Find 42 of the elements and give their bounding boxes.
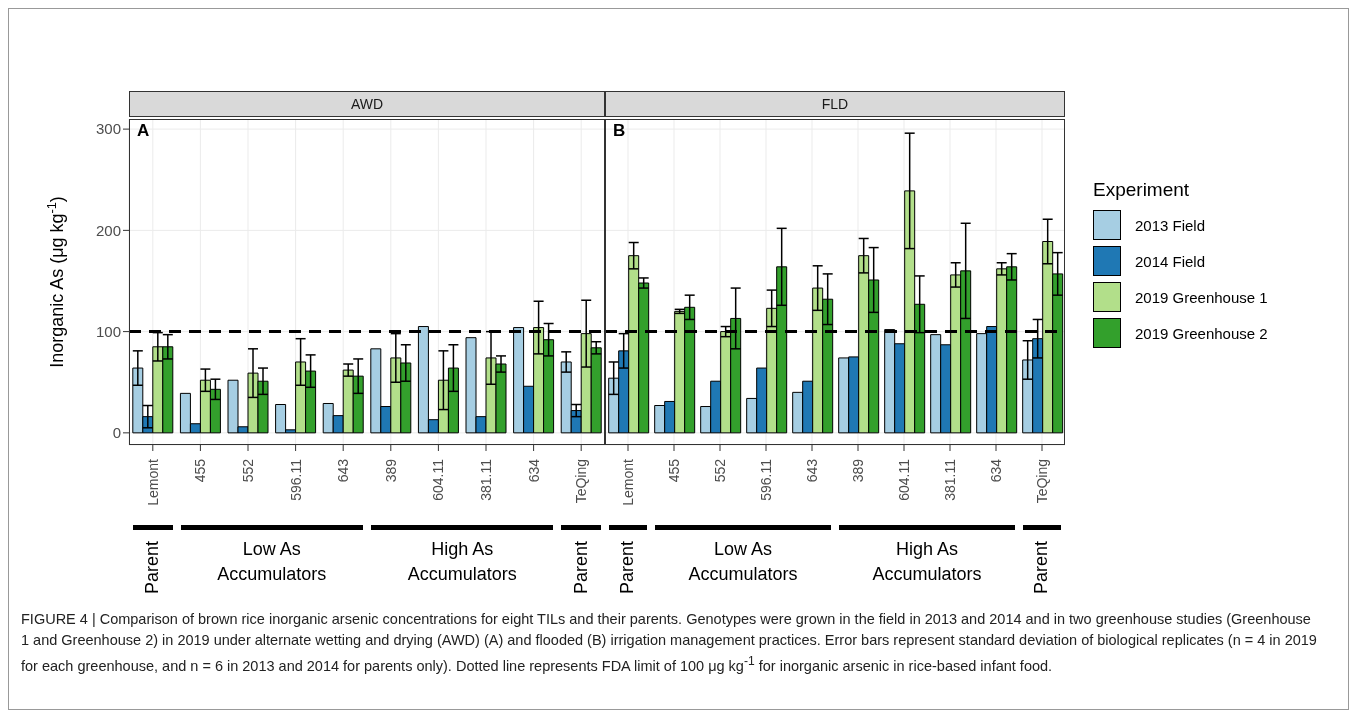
x-tick-label: 389 <box>382 458 399 483</box>
x-tick-label: 381.11 <box>478 458 494 501</box>
legend-label: 2014 Field <box>1135 252 1206 270</box>
x-tick-label: 455 <box>192 458 209 483</box>
x-tick-label: 381.11 <box>942 458 958 501</box>
text: Parent <box>1031 540 1053 594</box>
text: Low As Accumulators <box>216 538 328 586</box>
x-tick-label: 596.11 <box>758 458 774 501</box>
y-tick-label: 300 <box>95 120 121 138</box>
legend-label: 2013 Field <box>1135 216 1206 234</box>
text: High As Accumulators <box>871 538 983 586</box>
text: Parent <box>142 540 164 594</box>
x-tick-label: 389 <box>850 458 866 483</box>
annotation: B <box>613 121 626 141</box>
x-tick-label: Lemont <box>144 458 161 506</box>
x-tick-label: 552 <box>240 458 256 483</box>
legend-title: Experiment <box>1093 179 1191 201</box>
text: Low As Accumulators <box>687 538 799 586</box>
caption: FIGURE 4 | Comparison of brown rice inorganic arsenic concentrations for eight TILs and their parents. Genotypes were grown in the field in 2013 and 2014 and in two greenhouse studies (Greenhouse 1 and Greenhouse 2) in 2019 under alternate wetting and drying (AWD) (A) and flooded (B) irrigation management practices. Error bars represent standard deviation of biological replicates (n = 4 in 2019 for each greenhouse, and n = 6 in 2013 and 2014 for parents only). Dotted line represents FDA limit of 100 μg kg$^{-1}$ for inorganic arsenic in rice-based infant food. <box>21 611 1317 674</box>
x-tick-label: 643 <box>804 458 820 483</box>
x-tick-label: TeQing <box>573 459 590 504</box>
legend-label: 2019 Greenhouse 1 <box>1135 288 1268 306</box>
x-tick-label: Lemont <box>620 458 636 506</box>
x-tick-label: 634 <box>988 458 1004 483</box>
x-tick-label: 552 <box>712 458 728 483</box>
text: Parent <box>617 540 639 594</box>
text: Parent <box>570 540 592 594</box>
x-tick-label: 604.11 <box>430 458 447 501</box>
x-tick-label: 643 <box>335 458 352 483</box>
x-tick-label: 604.11 <box>896 458 912 501</box>
text: High As Accumulators <box>406 538 518 586</box>
annotation: A <box>137 121 150 141</box>
y-tick-label: 200 <box>95 221 121 239</box>
y-tick-label: 0 <box>112 424 121 442</box>
chart-title: FLD <box>605 91 1065 117</box>
x-tick-label: 634 <box>525 458 542 483</box>
x-tick-label: 455 <box>666 458 682 483</box>
chart-title: AWD <box>129 91 605 117</box>
x-tick-label: 596.11 <box>287 458 304 501</box>
x-tick-label: TeQing <box>1034 459 1050 504</box>
y-tick-label: 100 <box>95 322 121 340</box>
legend-label: 2019 Greenhouse 2 <box>1135 324 1268 342</box>
